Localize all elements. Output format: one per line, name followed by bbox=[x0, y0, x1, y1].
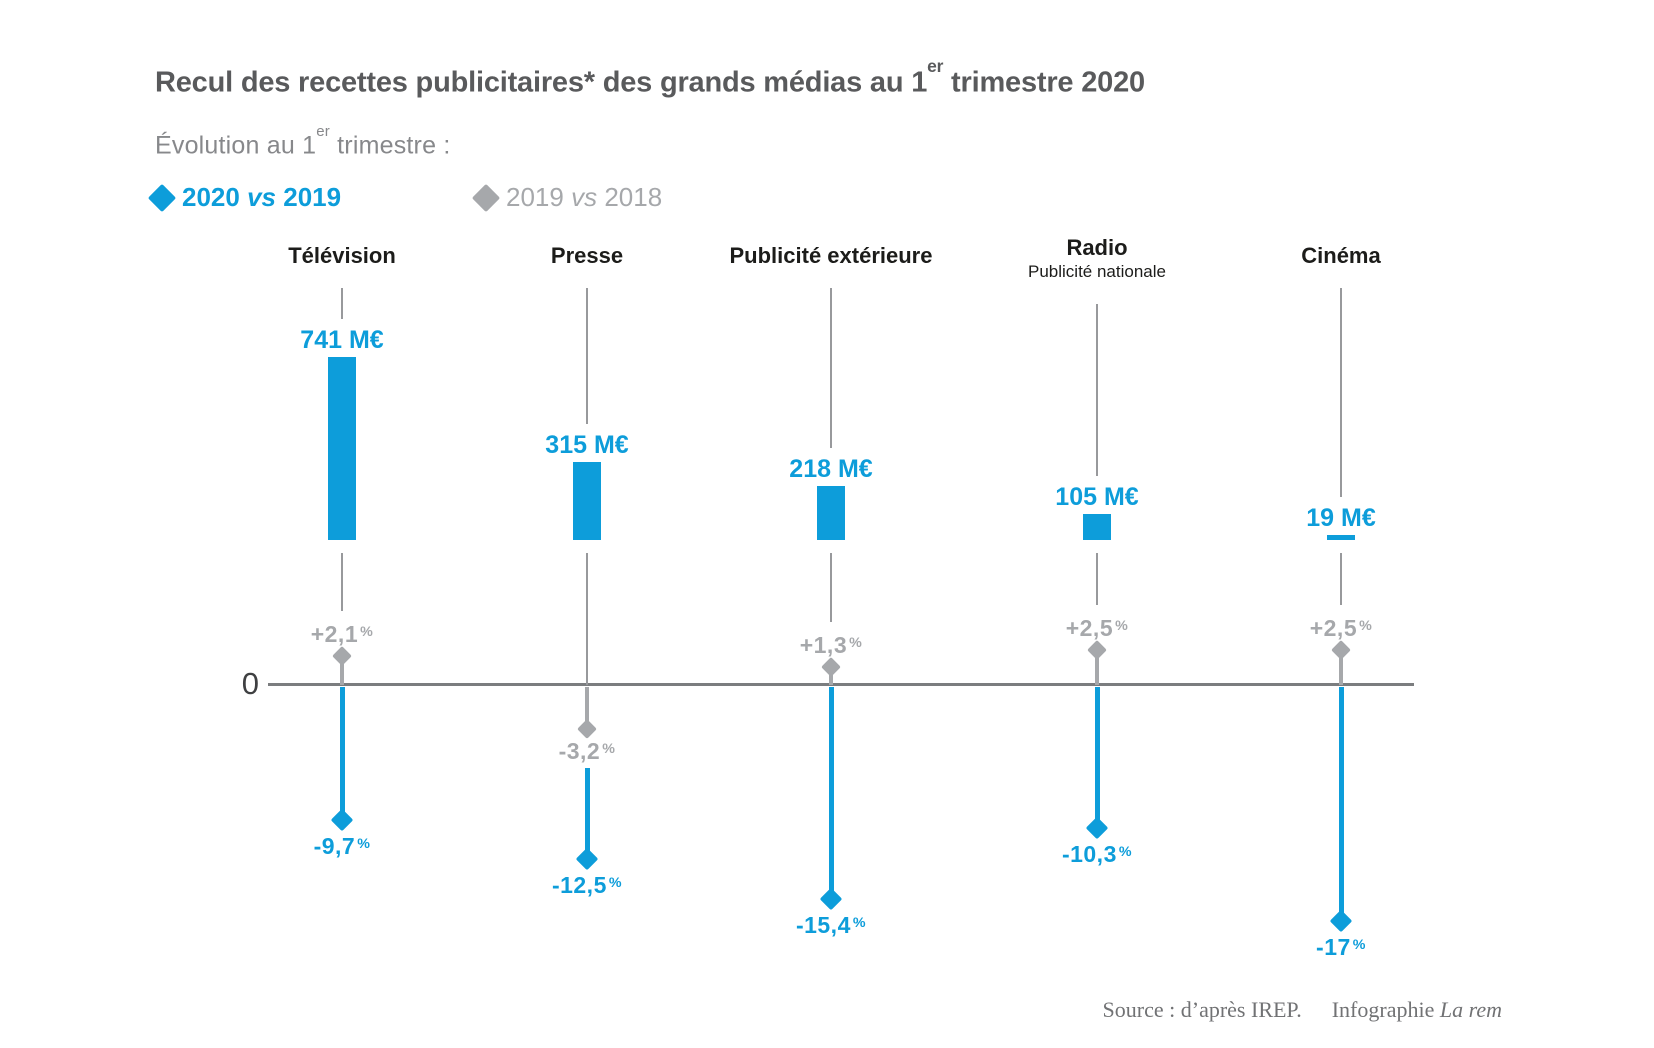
value-label-cinema: 19 M€ bbox=[1306, 504, 1376, 532]
percent-sign: % bbox=[357, 835, 371, 852]
pct-2020-stem-radio bbox=[1094, 687, 1100, 828]
guide-line-bottom-cinema bbox=[1340, 553, 1342, 605]
evolution-subtitle: Évolution au 1er trimestre : bbox=[155, 123, 451, 160]
evolution-subtitle-text: Évolution au 1 bbox=[155, 131, 317, 160]
pct-2020-diamond-cinema bbox=[1329, 909, 1353, 933]
guide-line-top-television bbox=[341, 288, 343, 319]
pct-2019-label-television: +2,1% bbox=[310, 621, 374, 647]
chart-title-text-2: trimestre 2020 bbox=[943, 67, 1145, 100]
bar-cinema bbox=[1327, 535, 1355, 540]
bar-television bbox=[328, 357, 356, 540]
category-label-cinema: Cinéma bbox=[1301, 243, 1381, 268]
source-line: Source : d’après IREP. Infographie La re… bbox=[1103, 997, 1502, 1023]
source-credit: Source : d’après IREP. bbox=[1102, 997, 1302, 1022]
percent-sign: % bbox=[602, 740, 616, 757]
pct-2020-stem-cinema bbox=[1338, 687, 1344, 921]
pct-2020-stem-television bbox=[339, 687, 345, 820]
guide-line-bottom-publicite-exterieure bbox=[830, 553, 832, 622]
pct-2019-stem-radio bbox=[1095, 650, 1099, 685]
evolution-subtitle-superscript: er bbox=[316, 122, 330, 140]
axis-zero-label: 0 bbox=[241, 666, 259, 701]
pct-2020-diamond-publicite-exterieure bbox=[819, 887, 843, 911]
percent-sign: % bbox=[360, 623, 374, 640]
guide-line-bottom-presse bbox=[586, 553, 588, 685]
guide-line-top-radio bbox=[1096, 304, 1098, 476]
pct-2020-stem-publicite-exterieure bbox=[828, 687, 834, 899]
pct-2019-label-presse: -3,2% bbox=[558, 738, 616, 764]
percent-sign: % bbox=[849, 634, 863, 651]
bar-publicite-exterieure bbox=[817, 486, 845, 540]
percent-sign: % bbox=[1359, 617, 1373, 634]
category-sublabel-radio: Publicité nationale bbox=[1028, 262, 1166, 281]
category-label-publicite-exterieure: Publicité extérieure bbox=[729, 243, 933, 268]
value-label-publicite-exterieure: 218 M€ bbox=[789, 455, 873, 483]
pct-2020-stem-presse bbox=[584, 768, 590, 859]
category-label-television: Télévision bbox=[288, 243, 396, 268]
guide-line-top-publicite-exterieure bbox=[830, 288, 832, 448]
percent-sign: % bbox=[1115, 617, 1129, 634]
percent-sign: % bbox=[852, 914, 867, 931]
pct-2020-diamond-presse bbox=[575, 847, 599, 871]
guide-line-bottom-television bbox=[341, 553, 343, 611]
pct-2020-label-radio: -10,3% bbox=[1061, 841, 1133, 867]
legend-2020-vs-2019: 2020 vs 2019 bbox=[147, 182, 342, 213]
pct-2020-label-publicite-exterieure: -15,4% bbox=[795, 912, 867, 938]
value-label-television: 741 M€ bbox=[300, 326, 384, 354]
pct-2019-stem-cinema bbox=[1339, 650, 1343, 685]
legend-2020-vs-2019-label: 2020 vs 2019 bbox=[182, 182, 342, 212]
chart-title: Recul des recettes publicitaires* des gr… bbox=[155, 56, 1145, 100]
percent-sign: % bbox=[1352, 936, 1366, 953]
pct-2020-diamond-television bbox=[330, 808, 354, 832]
value-label-presse: 315 M€ bbox=[545, 431, 629, 459]
pct-2020-label-cinema: -17% bbox=[1316, 934, 1366, 960]
pct-2020-diamond-radio bbox=[1085, 816, 1109, 840]
pct-2019-label-radio: +2,5% bbox=[1065, 615, 1129, 641]
pct-2019-stem-television bbox=[340, 656, 344, 685]
guide-line-top-presse bbox=[586, 288, 588, 424]
zero-axis-line bbox=[268, 683, 1414, 686]
bar-radio bbox=[1083, 514, 1111, 540]
guide-line-top-cinema bbox=[1340, 288, 1342, 497]
bar-presse bbox=[573, 462, 601, 540]
pct-2019-label-cinema: +2,5% bbox=[1309, 615, 1373, 641]
pct-2019-label-publicite-exterieure: +1,3% bbox=[799, 632, 863, 658]
percent-sign: % bbox=[608, 874, 623, 891]
infography-credit: Infographie La rem bbox=[1331, 997, 1502, 1022]
guide-line-bottom-radio bbox=[1096, 553, 1098, 605]
pct-2019-stem-presse bbox=[585, 687, 589, 729]
pct-2020-label-presse: -12,5% bbox=[551, 872, 623, 898]
chart-title-superscript: er bbox=[927, 55, 944, 76]
category-label-presse: Presse bbox=[550, 243, 624, 268]
evolution-subtitle-text-2: trimestre : bbox=[330, 131, 451, 160]
legend-2019-vs-2018: 2019 vs 2018 bbox=[471, 182, 663, 213]
percent-sign: % bbox=[1118, 843, 1133, 860]
legend-2019-vs-2018-label: 2019 vs 2018 bbox=[506, 182, 663, 212]
value-label-radio: 105 M€ bbox=[1055, 483, 1139, 511]
category-label-radio: Radio bbox=[1066, 235, 1128, 260]
pct-2020-label-television: -9,7% bbox=[313, 833, 371, 859]
pct-2019-diamond-presse bbox=[577, 719, 597, 739]
chart-title-text: Recul des recettes publicitaires* des gr… bbox=[155, 67, 928, 100]
